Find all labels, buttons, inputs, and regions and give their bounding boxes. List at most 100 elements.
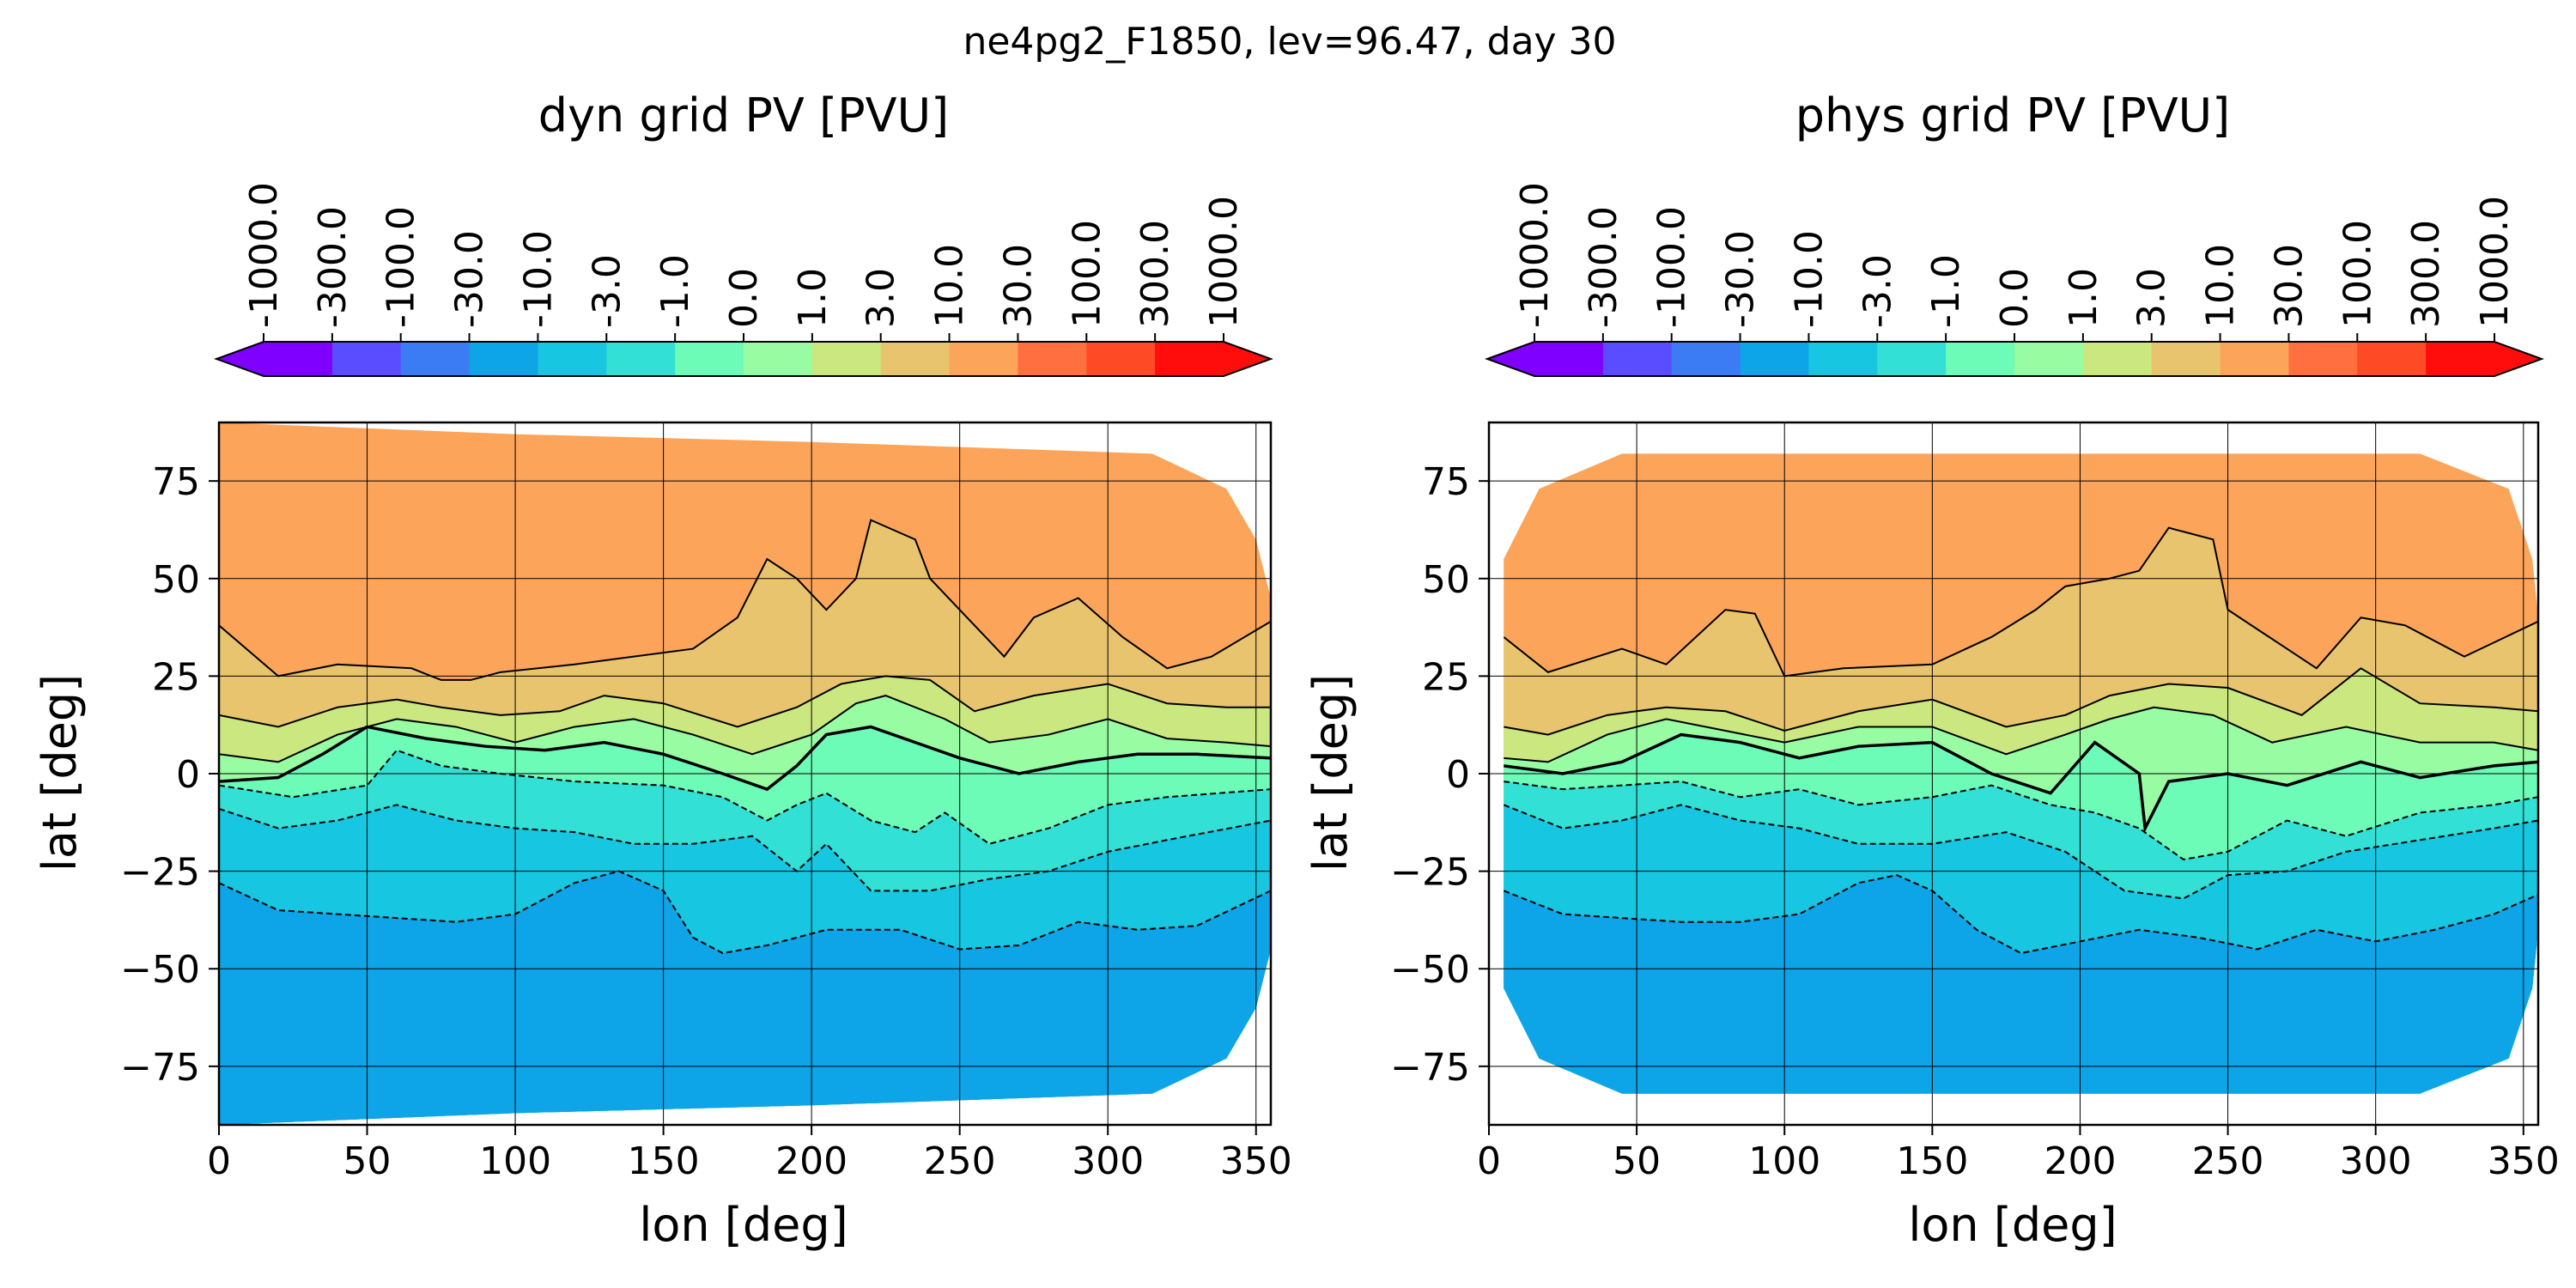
panel-title: dyn grid PV [PVU] [538,88,949,143]
y-tick-label: 25 [152,655,200,699]
x-tick-label: 0 [207,1139,231,1183]
x-tick-label: 150 [1896,1139,1968,1183]
y-tick-label: 0 [1446,753,1470,797]
colorbar-bin [744,342,813,376]
colorbar-tick-label: -3.0 [1856,254,1899,328]
colorbar-bin [2357,342,2427,376]
colorbar-bin [2426,342,2495,376]
x-tick-label: 300 [1072,1139,1144,1183]
y-axis-label: lat [deg] [33,674,87,872]
colorbar-extend-high [1224,342,1271,376]
grid [218,422,1271,1125]
contour-line [219,725,1271,792]
panel-title: phys grid PV [PVU] [1795,88,2231,143]
colorbar-tick-label: 0.0 [1993,268,2037,328]
colorbar-tick-label: -1000.0 [242,182,286,328]
x-tick-label: 50 [343,1139,392,1183]
y-tick-label: −75 [120,1046,200,1090]
x-tick-label: 250 [924,1139,996,1183]
panel-dyn-grid: dyn grid PV [PVU] -1000.0 -300.0 -100.0 -30… [33,88,1292,1252]
x-tick-label: 50 [1613,1139,1661,1183]
plot-area: 0 50 100 150 200 250 300 350 −75 −50 −25 0 25 50 75 [120,421,1292,1183]
colorbar-tick-label: 30.0 [2267,244,2311,328]
y-tick-label: −25 [1390,851,1470,895]
colorbar-tick-label: 10.0 [2199,244,2243,328]
contour-line [1504,874,2538,955]
x-tick-label: 150 [628,1139,700,1183]
colorbar-bin [1602,342,1673,376]
contour-line [219,675,1271,728]
colorbar-bin [880,342,951,376]
x-tick-label: 0 [1477,1139,1501,1183]
colorbar-bin [1740,342,1810,376]
x-tick-label: 350 [1220,1139,1292,1183]
colorbar-bin [1534,342,1604,376]
x-tick-label: 200 [2044,1139,2116,1183]
contour-line [219,870,1271,955]
colorbar-bin [1877,342,1947,376]
colorbar-tick-label: -1000.0 [1513,182,1557,328]
colorbar-tick-label: 300.0 [2404,220,2448,328]
contour-band [1504,875,2538,1094]
x-tick-label: 100 [479,1139,551,1183]
y-tick-label: −25 [120,851,200,895]
colorbar-tick-label: -30.0 [448,230,492,328]
colorbar-tick-label: 1.0 [2062,268,2105,328]
colorbar-bin [675,342,744,376]
colorbar-tick-label: 1.0 [791,268,835,328]
colorbar-tick-label: -30.0 [1719,230,1763,328]
y-axis-label: lat [deg] [1303,674,1358,872]
x-tick-label: 250 [2192,1139,2264,1183]
colorbar-tick-label: -10.0 [1787,230,1831,328]
contour-fills [219,422,1271,1125]
colorbar-bin [1018,342,1087,376]
plot-area: 0 50 100 150 200 250 300 350 −75 −50 −25 0 25 50 75 [1390,421,2560,1183]
colorbar-bin [606,342,676,376]
colorbar-bin [949,342,1019,376]
y-tick-label: 75 [152,460,200,504]
colorbar-bin [1946,342,2015,376]
colorbar-bin [400,342,471,376]
y-tick-label: 0 [176,753,200,797]
colorbar-tick-label: -300.0 [311,206,355,328]
contour-line [1504,667,2538,736]
colorbar-bin [1155,342,1224,376]
figure-suptitle: ne4pg2_F1850, lev=96.47, day 30 [963,20,1616,64]
y-tick-label: 50 [152,558,200,602]
colorbar-bin [538,342,607,376]
contour-line [1504,526,2538,677]
colorbar-tick-label: -10.0 [516,230,560,328]
colorbar-tick-label: 100.0 [2336,220,2379,328]
colorbar-bin [331,342,402,376]
colorbar-bin [264,342,333,376]
colorbar-tick-label: -3.0 [585,254,629,328]
colorbar-tick-label: -100.0 [1650,206,1694,328]
grid [1488,422,2538,1125]
x-tick-label: 100 [1748,1139,1820,1183]
colorbar-bin [1086,342,1156,376]
colorbar-tick-label: 0.0 [722,268,766,328]
colorbar-tick-label: 30.0 [996,244,1040,328]
y-tick-label: −50 [1390,948,1470,992]
colorbar-extend-high [2494,342,2542,376]
colorbar-bin [2151,342,2221,376]
y-tick-label: −75 [1390,1046,1470,1090]
colorbar-bin [2288,342,2358,376]
colorbar-bin [1671,342,1741,376]
colorbar: -1000.0 -300.0 -100.0 -30.0 -10.0 -3.0 -1.0 0.0… [214,182,1273,377]
y-tick-label: 75 [1422,460,1470,504]
colorbar-extend-low [216,342,264,376]
colorbar-tick-label: 1000.0 [1202,196,1246,328]
colorbar-bin [811,342,882,376]
x-axis-label: lon [deg] [639,1198,848,1252]
colorbar-tick-label: 1000.0 [2473,196,2517,328]
y-tick-label: 50 [1422,558,1470,602]
colorbar-bin [2082,342,2153,376]
x-tick-label: 300 [2340,1139,2412,1183]
colorbar-tick-label: 300.0 [1133,220,1177,328]
colorbar-tick-label: 10.0 [928,244,972,328]
colorbar-tick-label: 100.0 [1065,220,1109,328]
colorbar-tick-label: -1.0 [653,254,697,328]
contour-line [1504,804,2538,900]
x-tick-label: 350 [2488,1139,2560,1183]
